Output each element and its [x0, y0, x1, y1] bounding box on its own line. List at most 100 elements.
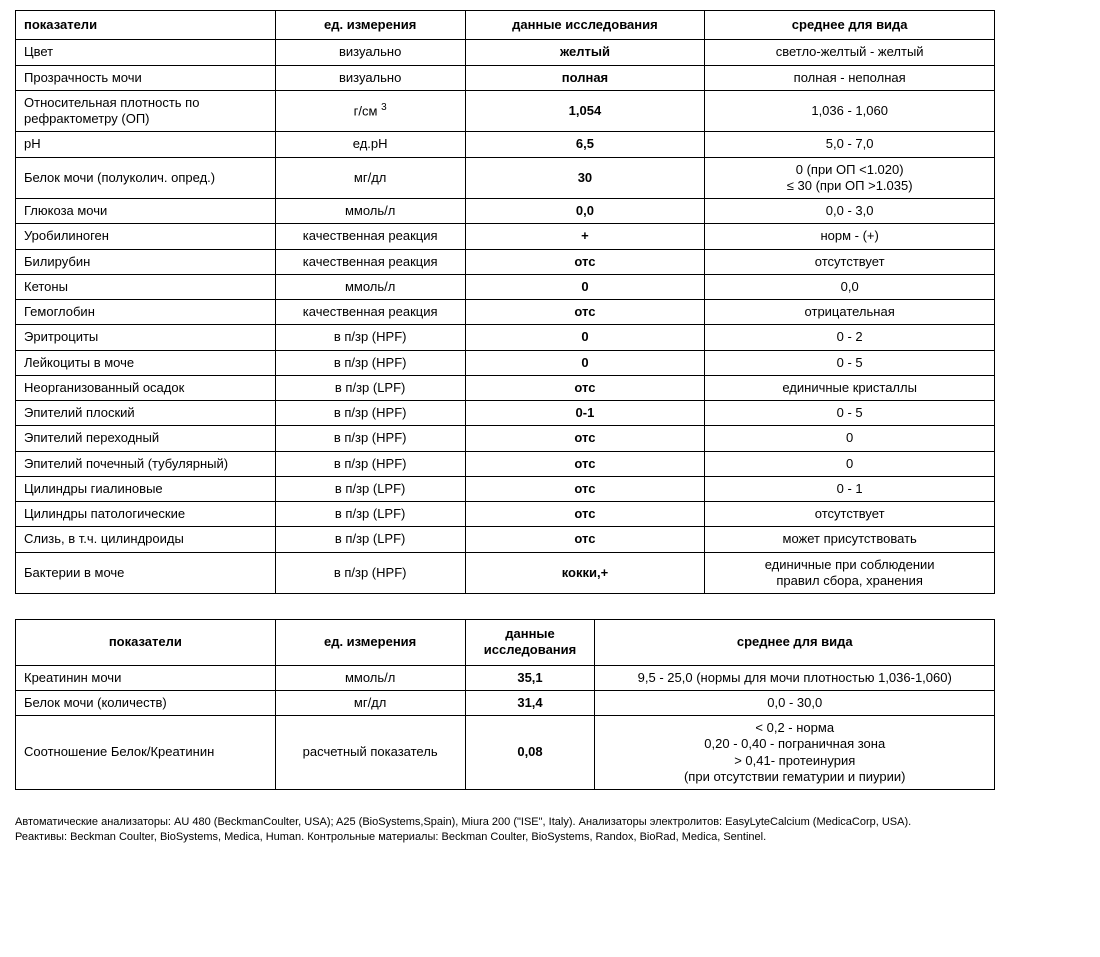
cell-parameter: Белок мочи (количеств): [16, 690, 276, 715]
table-row: Соотношение Белок/Креатининрасчетный пок…: [16, 716, 995, 790]
urinalysis-table: показатели ед. измерения данные исследов…: [15, 10, 995, 594]
cell-parameter: Белок мочи (полуколич. опред.): [16, 157, 276, 199]
table-row: Прозрачность мочивизуальнополнаяполная -…: [16, 65, 995, 90]
cell-value: отс: [465, 300, 705, 325]
cell-parameter: Эпителий переходный: [16, 426, 276, 451]
cell-unit: мг/дл: [275, 157, 465, 199]
cell-parameter: Соотношение Белок/Креатинин: [16, 716, 276, 790]
cell-value: отс: [465, 375, 705, 400]
table-header: показатели ед. измерения данные исследов…: [16, 11, 995, 40]
cell-unit: расчетный показатель: [275, 716, 465, 790]
cell-value: 31,4: [465, 690, 595, 715]
cell-parameter: Кетоны: [16, 274, 276, 299]
table-row: Эпителий плоскийв п/зр (HPF)0-10 - 5: [16, 401, 995, 426]
cell-reference: отсутствует: [705, 249, 995, 274]
cell-value: полная: [465, 65, 705, 90]
table-row: Относительная плотность по рефрактометру…: [16, 90, 995, 132]
table-row: Эпителий почечный (тубулярный)в п/зр (HP…: [16, 451, 995, 476]
cell-parameter: Неорганизованный осадок: [16, 375, 276, 400]
cell-unit: качественная реакция: [275, 300, 465, 325]
cell-reference: единичные при соблюденииправил сбора, хр…: [705, 552, 995, 594]
cell-unit: визуально: [275, 40, 465, 65]
table-row: Эпителий переходныйв п/зр (HPF)отс0: [16, 426, 995, 451]
cell-parameter: Бактерии в моче: [16, 552, 276, 594]
table-row: Белок мочи (полуколич. опред.)мг/дл300 (…: [16, 157, 995, 199]
cell-value: кокки,+: [465, 552, 705, 594]
cell-unit: качественная реакция: [275, 249, 465, 274]
cell-value: 0-1: [465, 401, 705, 426]
header-parameter: показатели: [16, 11, 276, 40]
cell-value: 35,1: [465, 665, 595, 690]
cell-value: 0: [465, 325, 705, 350]
cell-reference: 0 - 5: [705, 350, 995, 375]
footer-line-1: Автоматические анализаторы: AU 480 (Beck…: [15, 815, 995, 830]
cell-reference: 0,0 - 3,0: [705, 199, 995, 224]
cell-value: отс: [465, 426, 705, 451]
cell-reference: может присутствовать: [705, 527, 995, 552]
cell-value: отс: [465, 527, 705, 552]
cell-reference: 9,5 - 25,0 (нормы для мочи плотностью 1,…: [595, 665, 995, 690]
cell-reference: 0,0: [705, 274, 995, 299]
table-row: Неорганизованный осадокв п/зр (LPF)отсед…: [16, 375, 995, 400]
cell-reference: полная - неполная: [705, 65, 995, 90]
table-row: Уробилиногенкачественная реакция+норм - …: [16, 224, 995, 249]
table-row: Гемоглобинкачественная реакцияотсотрицат…: [16, 300, 995, 325]
cell-unit: в п/зр (HPF): [275, 401, 465, 426]
cell-unit: в п/зр (HPF): [275, 350, 465, 375]
cell-reference: 1,036 - 1,060: [705, 90, 995, 132]
cell-parameter: Цвет: [16, 40, 276, 65]
cell-parameter: Слизь, в т.ч. цилиндроиды: [16, 527, 276, 552]
cell-value: 0: [465, 274, 705, 299]
cell-parameter: Билирубин: [16, 249, 276, 274]
cell-reference: 0,0 - 30,0: [595, 690, 995, 715]
cell-reference: 5,0 - 7,0: [705, 132, 995, 157]
table-row: Цилиндры гиалиновыев п/зр (LPF)отс0 - 1: [16, 476, 995, 501]
cell-reference: светло-желтый - желтый: [705, 40, 995, 65]
cell-unit: визуально: [275, 65, 465, 90]
table-row: Бактерии в мочев п/зр (HPF)кокки,+единич…: [16, 552, 995, 594]
cell-value: 0,08: [465, 716, 595, 790]
header-value: данные исследования: [465, 620, 595, 666]
cell-reference: 0 (при ОП <1.020)≤ 30 (при ОП >1.035): [705, 157, 995, 199]
cell-value: отс: [465, 502, 705, 527]
table-row: Цилиндры патологическиев п/зр (LPF)отсот…: [16, 502, 995, 527]
cell-unit: в п/зр (HPF): [275, 325, 465, 350]
header-parameter: показатели: [16, 620, 276, 666]
footer-line-2: Реактивы: Beckman Coulter, BioSystems, M…: [15, 830, 995, 845]
cell-reference: 0 - 1: [705, 476, 995, 501]
table-row: Креатинин мочиммоль/л35,19,5 - 25,0 (нор…: [16, 665, 995, 690]
cell-unit: в п/зр (LPF): [275, 476, 465, 501]
table-row: Белок мочи (количеств)мг/дл31,40,0 - 30,…: [16, 690, 995, 715]
header-value: данные исследования: [465, 11, 705, 40]
header-unit: ед. измерения: [275, 620, 465, 666]
cell-reference: норм - (+): [705, 224, 995, 249]
cell-reference: 0: [705, 426, 995, 451]
header-reference: среднее для вида: [595, 620, 995, 666]
table-row: Цветвизуальножелтыйсветло-желтый - желты…: [16, 40, 995, 65]
cell-reference: отрицательная: [705, 300, 995, 325]
table-row: Глюкоза мочиммоль/л0,00,0 - 3,0: [16, 199, 995, 224]
cell-parameter: Эпителий почечный (тубулярный): [16, 451, 276, 476]
cell-value: 0,0: [465, 199, 705, 224]
table-row: Билирубинкачественная реакцияотсотсутств…: [16, 249, 995, 274]
cell-unit: ммоль/л: [275, 665, 465, 690]
cell-unit: г/см 3: [275, 90, 465, 132]
cell-parameter: Цилиндры гиалиновые: [16, 476, 276, 501]
cell-parameter: Креатинин мочи: [16, 665, 276, 690]
table-row: pHед.pH6,55,0 - 7,0: [16, 132, 995, 157]
table-header: показатели ед. измерения данные исследов…: [16, 620, 995, 666]
cell-parameter: Лейкоциты в моче: [16, 350, 276, 375]
cell-parameter: Цилиндры патологические: [16, 502, 276, 527]
cell-reference: единичные кристаллы: [705, 375, 995, 400]
cell-unit: в п/зр (HPF): [275, 552, 465, 594]
cell-parameter: Глюкоза мочи: [16, 199, 276, 224]
biochem-table: показатели ед. измерения данные исследов…: [15, 619, 995, 790]
cell-unit: ммоль/л: [275, 274, 465, 299]
cell-value: желтый: [465, 40, 705, 65]
cell-parameter: Эпителий плоский: [16, 401, 276, 426]
cell-unit: в п/зр (LPF): [275, 502, 465, 527]
cell-parameter: Уробилиноген: [16, 224, 276, 249]
header-reference: среднее для вида: [705, 11, 995, 40]
cell-unit: в п/зр (LPF): [275, 527, 465, 552]
table-row: Кетоныммоль/л00,0: [16, 274, 995, 299]
